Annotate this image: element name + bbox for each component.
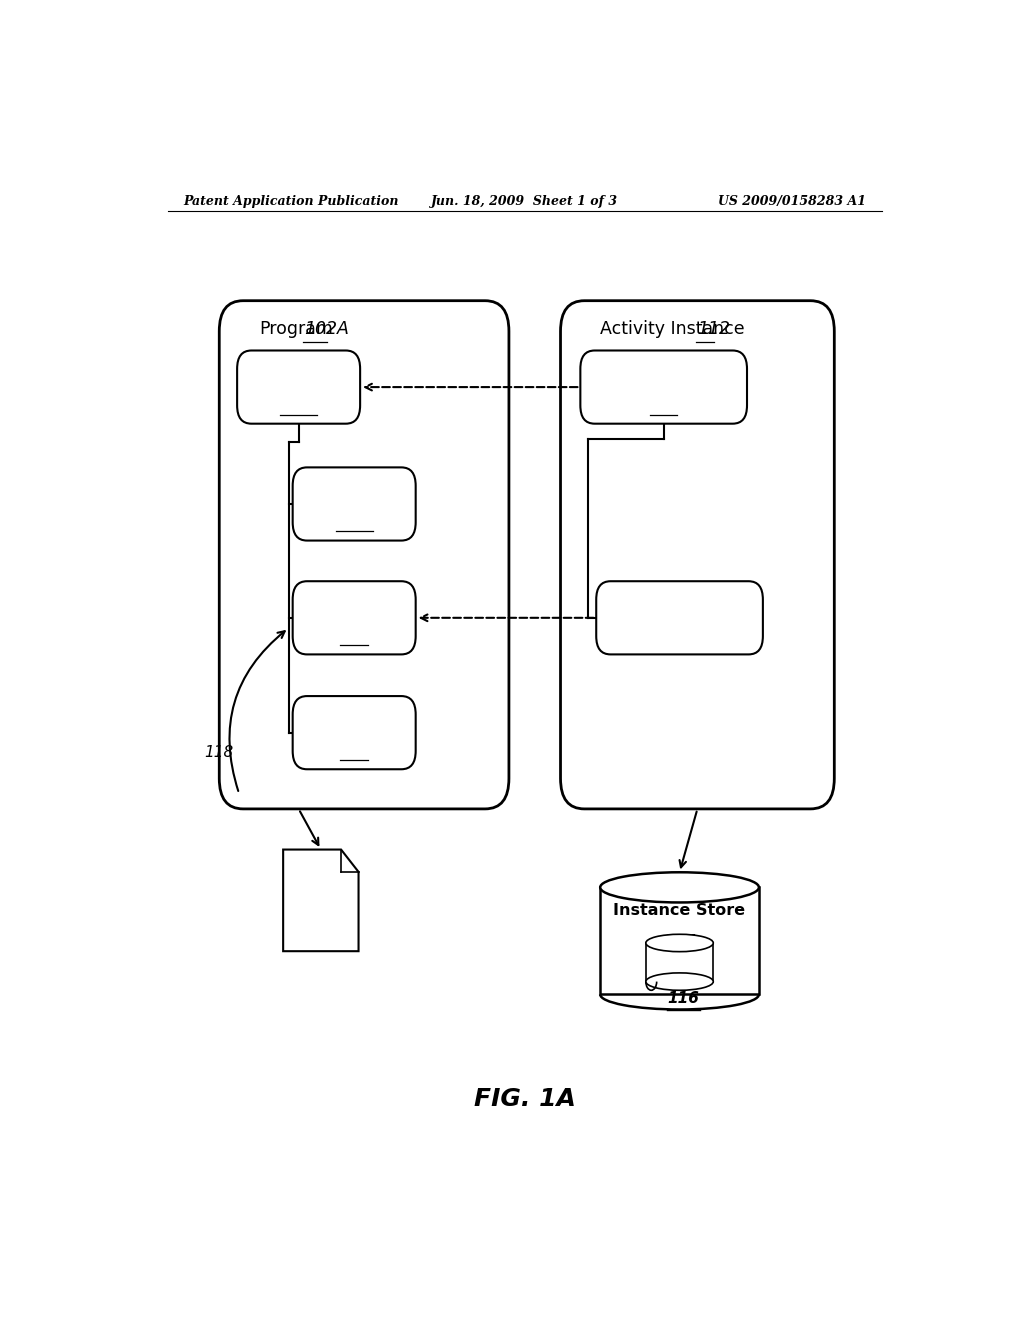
Text: WriteLine1: WriteLine1 xyxy=(313,482,395,498)
FancyBboxPatch shape xyxy=(596,581,763,655)
Bar xyxy=(600,887,759,994)
Text: 110: 110 xyxy=(340,742,369,756)
Text: Jun. 18, 2009  Sheet 1 of 3: Jun. 18, 2009 Sheet 1 of 3 xyxy=(431,194,618,207)
Text: WriteLine2: WriteLine2 xyxy=(313,711,395,726)
Polygon shape xyxy=(284,850,358,952)
Text: 114: 114 xyxy=(663,935,696,949)
Text: Instance Store: Instance Store xyxy=(613,903,745,919)
Text: 104A: 104A xyxy=(279,396,318,411)
Text: ReadLine: ReadLine xyxy=(318,597,389,611)
Text: 116: 116 xyxy=(668,991,699,1006)
Text: XAML: XAML xyxy=(295,892,339,908)
Text: FIG. 1A: FIG. 1A xyxy=(474,1086,575,1110)
Text: 120: 120 xyxy=(649,396,678,411)
Text: 112: 112 xyxy=(697,321,730,338)
FancyBboxPatch shape xyxy=(581,351,748,424)
Ellipse shape xyxy=(600,873,759,903)
FancyBboxPatch shape xyxy=(238,351,360,424)
Text: Sequence: Sequence xyxy=(261,366,337,380)
Bar xyxy=(646,942,714,982)
FancyBboxPatch shape xyxy=(560,301,835,809)
FancyBboxPatch shape xyxy=(293,467,416,541)
FancyBboxPatch shape xyxy=(293,581,416,655)
Text: ReadLineInstance: ReadLineInstance xyxy=(611,610,748,626)
Text: 108: 108 xyxy=(340,627,369,642)
Text: 118: 118 xyxy=(205,746,233,760)
Text: 102A: 102A xyxy=(304,321,349,338)
FancyBboxPatch shape xyxy=(219,301,509,809)
Text: Program: Program xyxy=(259,321,333,338)
Text: 106A: 106A xyxy=(335,512,374,528)
Text: SequenceInstance: SequenceInstance xyxy=(593,366,734,380)
Text: Activity Instance: Activity Instance xyxy=(600,321,744,338)
Ellipse shape xyxy=(646,935,714,952)
FancyBboxPatch shape xyxy=(293,696,416,770)
Text: US 2009/0158283 A1: US 2009/0158283 A1 xyxy=(718,194,866,207)
Text: Patent Application Publication: Patent Application Publication xyxy=(183,194,399,207)
Ellipse shape xyxy=(646,973,714,990)
